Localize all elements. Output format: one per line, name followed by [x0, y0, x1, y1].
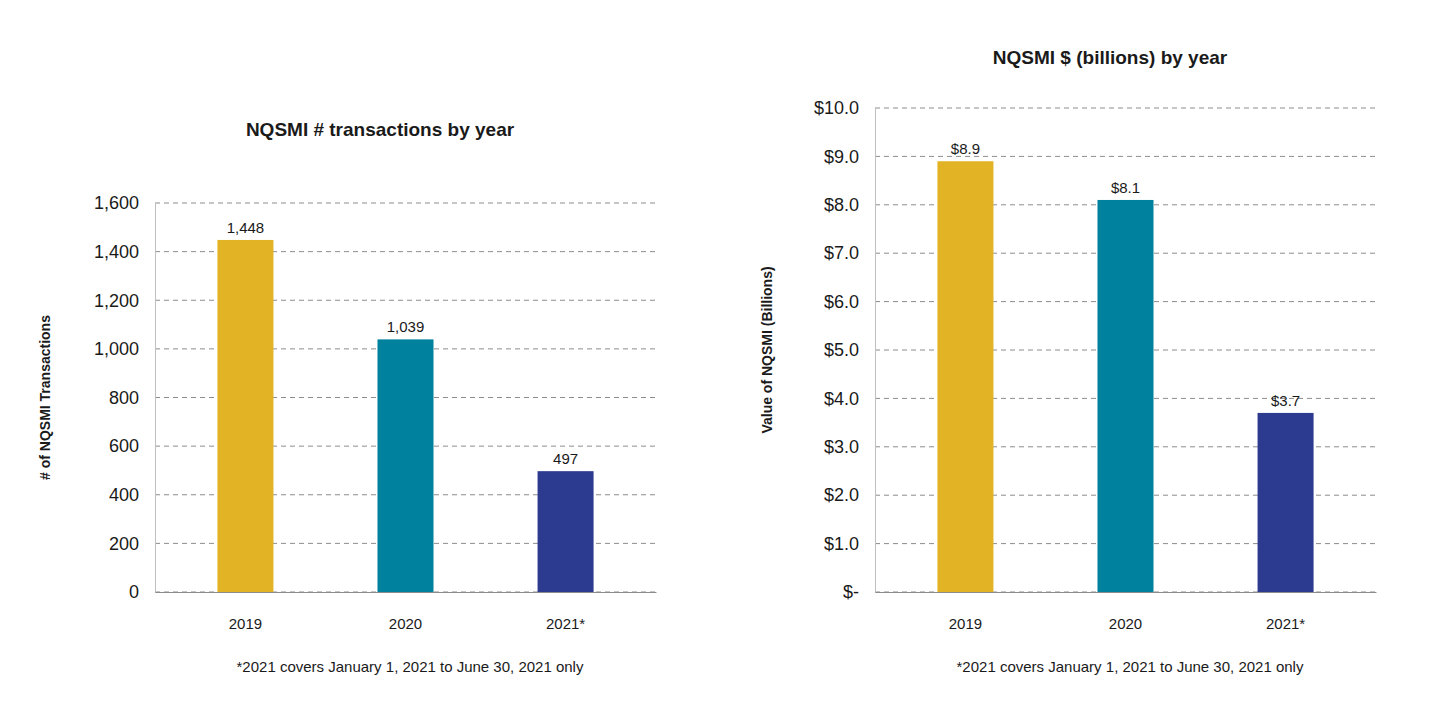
y-tick-label: 1,400 [94, 242, 139, 262]
y-tick: $- [843, 582, 875, 602]
data-label: $8.9 [951, 140, 980, 157]
y-tick: $4.0 [824, 389, 875, 409]
chart: NQSMI $ (billions) by year Value of NQSMI… [759, 47, 1377, 675]
y-tick: $5.0 [824, 340, 875, 360]
x-tick: 2021* [546, 592, 585, 632]
bars [217, 240, 593, 592]
y-tick: $9.0 [824, 147, 875, 167]
y-tick: 1,400 [94, 242, 155, 262]
grid [875, 108, 1376, 592]
y-tick: $6.0 [824, 292, 875, 312]
y-tick-label: $2.0 [824, 485, 859, 505]
footnote: *2021 covers January 1, 2021 to June 30,… [237, 658, 584, 675]
data-label: $8.1 [1111, 179, 1140, 196]
y-tick-label: $10.0 [814, 98, 859, 118]
x-tick-label: 2019 [949, 615, 982, 632]
y-tick-label: $9.0 [824, 147, 859, 167]
chart-title: NQSMI # transactions by year [246, 119, 515, 140]
grid-line [155, 203, 656, 204]
chart: NQSMI # transactions by year # of NQSMI T… [37, 119, 657, 675]
footnote: *2021 covers January 1, 2021 to June 30,… [957, 658, 1304, 675]
bar [217, 240, 273, 592]
y-tick: 1,600 [94, 193, 155, 213]
data-labels: 1,448 1,039 497 [227, 219, 578, 467]
x-tick: 2019 [229, 592, 262, 632]
x-axis-line [156, 592, 657, 593]
data-labels: $8.9 $8.1 $3.7 [951, 140, 1300, 409]
y-tick-label: $7.0 [824, 243, 859, 263]
y-tick-label: $5.0 [824, 340, 859, 360]
y-tick-label: 1,200 [94, 291, 139, 311]
y-tick: 1,000 [94, 339, 155, 359]
y-axis-title: Value of NQSMI (Billions) [759, 266, 775, 433]
x-axis: 2019 2020 2021* [156, 592, 657, 632]
bar [538, 471, 594, 592]
x-tick: 2021* [1266, 592, 1305, 632]
grid [155, 203, 656, 592]
bar [1258, 413, 1314, 592]
x-tick-label: 2019 [229, 615, 262, 632]
y-axis-line [155, 204, 156, 593]
chart-title: NQSMI $ (billions) by year [993, 47, 1228, 68]
y-axis-line [875, 109, 876, 593]
y-tick-label: $1.0 [824, 534, 859, 554]
y-tick: 600 [109, 436, 155, 456]
y-tick: $3.0 [824, 437, 875, 457]
bar [937, 161, 993, 592]
y-tick: $7.0 [824, 243, 875, 263]
y-tick-label: 400 [109, 485, 139, 505]
y-tick-label: 1,600 [94, 193, 139, 213]
data-label: 1,039 [387, 318, 425, 335]
chart-canvas: NQSMI # transactions by year # of NQSMI T… [0, 0, 1455, 702]
y-tick: $2.0 [824, 485, 875, 505]
x-axis: 2019 2020 2021* [876, 592, 1377, 632]
y-tick-label: $- [843, 582, 859, 602]
x-tick-label: 2020 [389, 615, 422, 632]
y-axis: 0 200 400 600 800 1,000 1,200 1,400 1,600 [94, 193, 156, 602]
x-tick: 2019 [949, 592, 982, 632]
y-tick: $8.0 [824, 195, 875, 215]
y-tick: 400 [109, 485, 155, 505]
x-tick: 2020 [1109, 592, 1142, 632]
y-tick: 800 [109, 388, 155, 408]
x-tick-label: 2021* [1266, 615, 1305, 632]
y-tick: $1.0 [824, 534, 875, 554]
y-tick: 200 [109, 534, 155, 554]
y-tick: 1,200 [94, 291, 155, 311]
x-tick-label: 2021* [546, 615, 585, 632]
y-axis: $- $1.0 $2.0 $3.0 $4.0 $5.0 $6.0 $7.0 $8.0 $9.0 $1… [814, 98, 876, 602]
grid-line [875, 108, 1376, 109]
y-tick-label: 1,000 [94, 339, 139, 359]
x-tick-label: 2020 [1109, 615, 1142, 632]
y-tick-label: 200 [109, 534, 139, 554]
y-tick-label: 800 [109, 388, 139, 408]
y-tick-label: $3.0 [824, 437, 859, 457]
y-tick-label: 600 [109, 436, 139, 456]
x-tick: 2020 [389, 592, 422, 632]
y-tick-label: $8.0 [824, 195, 859, 215]
y-tick-label: 0 [129, 582, 139, 602]
y-tick: 0 [129, 582, 155, 602]
data-label: $3.7 [1271, 392, 1300, 409]
y-axis-title: # of NQSMI Transactions [37, 315, 53, 480]
y-tick-label: $4.0 [824, 389, 859, 409]
bar [1097, 200, 1153, 592]
bars [937, 161, 1313, 592]
x-axis-line [876, 592, 1377, 593]
data-label: 497 [553, 450, 578, 467]
y-tick: $10.0 [814, 98, 875, 118]
bar [377, 339, 433, 592]
data-label: 1,448 [227, 219, 265, 236]
y-tick-label: $6.0 [824, 292, 859, 312]
